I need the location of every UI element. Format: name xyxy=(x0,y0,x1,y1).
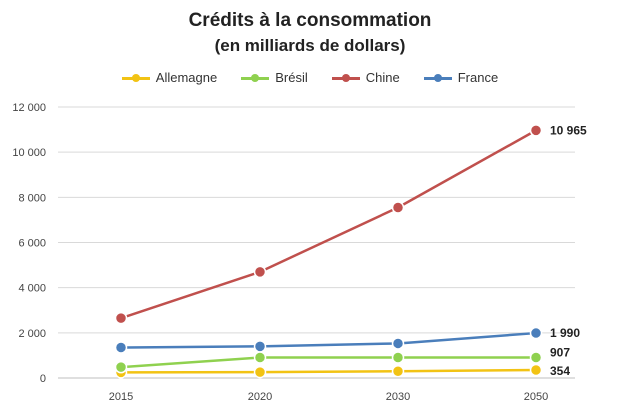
data-point-france-2 xyxy=(391,337,405,350)
data-point-allemagne-3 xyxy=(529,363,543,377)
data-label-france: 1 990 xyxy=(550,326,580,340)
legend-item-france: France xyxy=(423,70,499,85)
series-line-allemagne xyxy=(120,368,537,374)
data-point-chine-0 xyxy=(114,311,128,325)
legend-item-allemagne: Allemagne xyxy=(121,70,218,85)
data-point-chine-1 xyxy=(253,265,267,279)
y-tick-label-0: 0 xyxy=(40,373,46,385)
x-tick-label-3: 2050 xyxy=(524,391,548,403)
chart-subtitle: (en milliards de dollars) xyxy=(214,36,406,55)
legend-swatch-bresil xyxy=(241,73,270,83)
y-tick-label-4: 8 000 xyxy=(18,192,46,204)
data-point-france-1 xyxy=(253,340,267,353)
data-label-allemagne: 354 xyxy=(550,364,570,378)
data-point-allemagne-1 xyxy=(253,365,267,379)
x-tick-label-2: 2030 xyxy=(386,391,410,403)
legend-item-bresil: Brésil xyxy=(241,70,308,85)
data-point-bresil-3 xyxy=(529,351,543,364)
legend-label-bresil: Brésil xyxy=(275,70,308,85)
x-tick-label-1: 2020 xyxy=(248,391,272,403)
y-tick-label-6: 12 000 xyxy=(12,102,46,114)
y-tick-label-5: 10 000 xyxy=(12,147,46,159)
data-point-france-0 xyxy=(114,341,128,354)
legend-swatch-allemagne xyxy=(121,73,150,83)
data-point-france-3 xyxy=(529,326,543,340)
data-point-bresil-1 xyxy=(253,351,267,364)
data-point-allemagne-2 xyxy=(391,364,405,378)
series-line-chine xyxy=(120,129,537,320)
legend-swatch-france xyxy=(423,73,452,83)
y-tick-label-3: 6 000 xyxy=(18,238,46,250)
series-line-france xyxy=(120,331,537,349)
y-tick-label-2: 4 000 xyxy=(18,283,46,295)
x-tick-label-0: 2015 xyxy=(109,391,133,403)
y-tick-label-1: 2 000 xyxy=(18,328,46,340)
data-point-bresil-0 xyxy=(114,360,128,374)
chart-title: Crédits à la consommation xyxy=(188,10,432,31)
data-point-bresil-2 xyxy=(391,351,405,364)
legend: Allemagne Brésil Chine France xyxy=(0,70,620,85)
data-label-bresil: 907 xyxy=(550,346,570,360)
legend-item-chine: Chine xyxy=(331,70,400,85)
data-point-chine-3 xyxy=(529,124,543,137)
legend-swatch-chine xyxy=(331,73,360,83)
legend-label-chine: Chine xyxy=(365,70,400,85)
data-label-chine: 10 965 xyxy=(550,123,587,137)
legend-label-france: France xyxy=(457,70,499,85)
legend-label-allemagne: Allemagne xyxy=(155,70,218,85)
series-line-bresil xyxy=(120,356,536,369)
data-point-chine-2 xyxy=(391,201,405,214)
